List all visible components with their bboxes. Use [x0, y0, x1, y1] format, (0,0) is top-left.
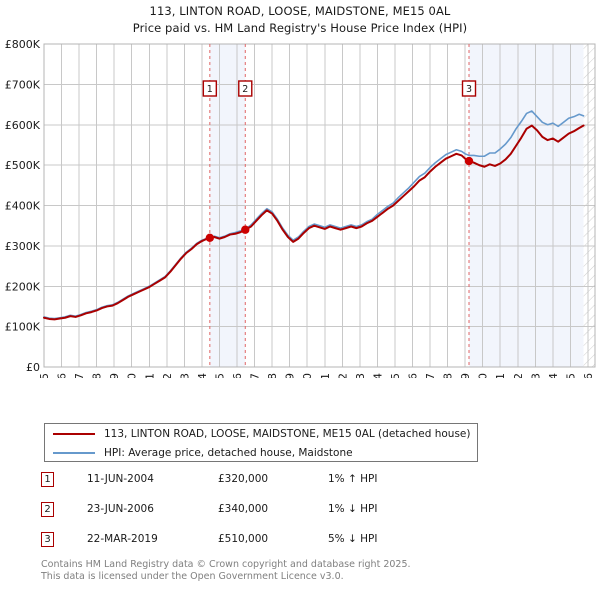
svg-text:2010: 2010: [301, 373, 314, 378]
svg-text:2020: 2020: [477, 373, 490, 378]
table-row: 3 22-MAR-2019 £510,000 5% ↓ HPI: [41, 530, 561, 560]
svg-text:£400K: £400K: [5, 200, 41, 213]
svg-text:2016: 2016: [407, 373, 420, 378]
svg-text:2000: 2000: [126, 373, 139, 378]
svg-text:£500K: £500K: [5, 159, 41, 172]
footer-copyright-line: Contains HM Land Registry data © Crown c…: [41, 559, 411, 570]
svg-text:£100K: £100K: [5, 321, 41, 334]
chart-series-lines: [43, 110, 585, 321]
footer-licence-line: This data is licensed under the Open Gov…: [41, 571, 344, 582]
svg-text:1: 1: [207, 84, 213, 95]
svg-text:£600K: £600K: [5, 119, 41, 132]
svg-text:1999: 1999: [108, 373, 121, 378]
svg-text:2017: 2017: [424, 373, 437, 378]
sale-date-2: 23-JUN-2006: [87, 503, 154, 515]
legend-item-property: 113, LINTON ROAD, LOOSE, MAIDSTONE, ME15…: [45, 425, 477, 443]
svg-text:2003: 2003: [178, 373, 191, 378]
svg-text:2002: 2002: [161, 373, 174, 378]
svg-text:2014: 2014: [371, 373, 384, 378]
legend-item-hpi: HPI: Average price, detached house, Maid…: [45, 444, 477, 462]
svg-text:2006: 2006: [231, 373, 244, 378]
svg-text:2024: 2024: [547, 373, 560, 378]
page-title: 113, LINTON ROAD, LOOSE, MAIDSTONE, ME15…: [0, 3, 600, 37]
table-row: 2 23-JUN-2006 £340,000 1% ↓ HPI: [41, 500, 561, 530]
svg-text:2021: 2021: [494, 373, 507, 378]
svg-text:2013: 2013: [354, 373, 367, 378]
legend-label-hpi: HPI: Average price, detached house, Maid…: [104, 447, 353, 459]
svg-text:2012: 2012: [336, 373, 349, 378]
svg-text:£800K: £800K: [5, 38, 41, 51]
sale-hpi-delta-3: 5% ↓ HPI: [328, 533, 378, 545]
svg-text:2: 2: [242, 84, 248, 95]
svg-text:£700K: £700K: [5, 78, 41, 91]
svg-text:2009: 2009: [284, 373, 297, 378]
svg-text:2008: 2008: [266, 373, 279, 378]
legend-swatch-hpi: [53, 452, 95, 454]
svg-text:2004: 2004: [196, 373, 209, 378]
svg-text:2026: 2026: [582, 373, 595, 378]
sale-date-3: 22-MAR-2019: [87, 533, 158, 545]
sale-price-1: £320,000: [218, 473, 269, 485]
legend-label-property: 113, LINTON ROAD, LOOSE, MAIDSTONE, ME15…: [104, 428, 471, 440]
sale-badge-3: 3: [41, 532, 54, 547]
title-line-address: 113, LINTON ROAD, LOOSE, MAIDSTONE, ME15…: [149, 4, 451, 18]
chart-sale-marker-badges: 1 2 3: [202, 80, 477, 97]
sale-date-1: 11-JUN-2004: [87, 473, 154, 485]
svg-text:2001: 2001: [143, 373, 156, 378]
sale-hpi-delta-2: 1% ↓ HPI: [328, 503, 378, 515]
attribution-footer: Contains HM Land Registry data © Crown c…: [41, 559, 581, 583]
table-row: 1 11-JUN-2004 £320,000 1% ↑ HPI: [41, 470, 561, 500]
svg-text:2007: 2007: [249, 373, 262, 378]
chart-gridlines: [43, 43, 596, 368]
sale-price-2: £340,000: [218, 503, 269, 515]
svg-text:1996: 1996: [56, 373, 69, 378]
chart-sale-points: [205, 156, 474, 242]
chart-legend: 113, LINTON ROAD, LOOSE, MAIDSTONE, ME15…: [44, 423, 478, 462]
svg-text:2022: 2022: [512, 373, 525, 378]
chart-x-axis-labels: 1995 1996 1997 1998 1999 2000 2001 2002 2003 2004…: [38, 373, 595, 378]
svg-text:2023: 2023: [529, 373, 542, 378]
svg-text:2011: 2011: [319, 373, 332, 378]
svg-text:2019: 2019: [459, 373, 472, 378]
svg-text:2025: 2025: [564, 373, 577, 378]
legend-swatch-property: [53, 433, 95, 435]
sales-history-table: 1 11-JUN-2004 £320,000 1% ↑ HPI 2 23-JUN…: [41, 470, 561, 560]
svg-text:£300K: £300K: [5, 240, 41, 253]
sale-hpi-delta-1: 1% ↑ HPI: [328, 473, 378, 485]
svg-text:2005: 2005: [213, 373, 226, 378]
sale-badge-1: 1: [41, 472, 54, 487]
sale-badge-2: 2: [41, 502, 54, 517]
chart-y-axis-labels: £0 £100K £200K £300K £400K £500K £600K £700K £80…: [5, 38, 41, 374]
chart-container: £0 £100K £200K £300K £400K £500K £600K £700K £80…: [0, 38, 600, 378]
svg-text:1995: 1995: [38, 373, 51, 378]
svg-text:£200K: £200K: [5, 280, 41, 293]
svg-text:3: 3: [466, 84, 472, 95]
svg-text:1997: 1997: [73, 373, 86, 378]
title-line-subtitle: Price paid vs. HM Land Registry's House …: [132, 21, 468, 35]
svg-text:1998: 1998: [91, 373, 104, 378]
svg-text:£0: £0: [26, 361, 40, 374]
line-chart: £0 £100K £200K £300K £400K £500K £600K £700K £80…: [5, 38, 596, 378]
svg-text:2015: 2015: [389, 373, 402, 378]
svg-text:2018: 2018: [442, 373, 455, 378]
sale-price-3: £510,000: [218, 533, 269, 545]
